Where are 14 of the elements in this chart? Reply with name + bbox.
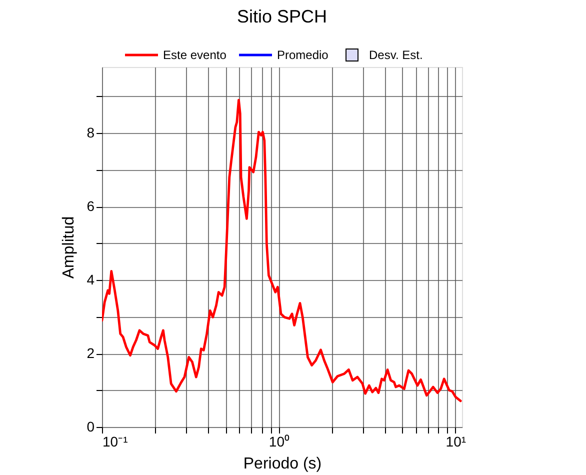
legend-label: Promedio [277,48,329,62]
x-axis-title: Periodo (s) [243,456,322,472]
y-tick-label: 0 [86,418,95,434]
chart-title: Sitio SPCH [236,6,328,26]
y-tick-label: 8 [86,124,95,141]
x-tick-label: 10¹ [446,434,466,450]
x-tick-label: 10⁻¹ [102,434,128,450]
y-tick-label: 6 [86,198,95,214]
y-axis-title: Amplitud [60,216,78,279]
y-tick-label: 2 [86,345,95,362]
legend-label: Este evento [163,48,227,62]
y-tick-label: 4 [86,272,95,288]
legend-label: Desv. Est. [369,48,423,62]
x-tick-label: 10⁰ [268,434,290,450]
